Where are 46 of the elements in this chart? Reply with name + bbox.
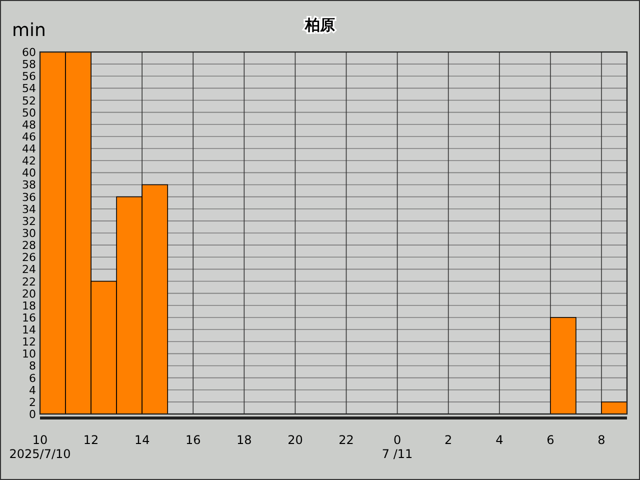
x-tick-label: 22 bbox=[338, 433, 354, 447]
y-axis-title: min bbox=[12, 20, 46, 41]
y-tick-label: 32 bbox=[22, 214, 36, 228]
y-tick-label: 44 bbox=[22, 142, 36, 156]
y-tick-label: 54 bbox=[22, 82, 36, 96]
x-tick-label: 6 bbox=[546, 433, 554, 447]
x-tick-label: 14 bbox=[134, 433, 150, 447]
y-tick-label: 28 bbox=[22, 239, 36, 252]
x-tick-label: 18 bbox=[236, 433, 252, 447]
y-tick-label: 38 bbox=[22, 178, 36, 192]
y-tick-label: 52 bbox=[22, 94, 36, 108]
x-tick-label: 4 bbox=[496, 433, 504, 447]
y-tick-label: 34 bbox=[22, 202, 36, 216]
text: 2025/7/10 bbox=[9, 447, 71, 461]
x-tick-label: 16 bbox=[185, 433, 201, 447]
chart-title: 柏原 bbox=[304, 16, 335, 34]
y-tick-label: 40 bbox=[22, 166, 36, 180]
y-tick-label: 56 bbox=[22, 70, 36, 84]
x-tick-label: 20 bbox=[288, 433, 303, 447]
y-tick-label: 60 bbox=[22, 46, 36, 59]
y-tick-label: 48 bbox=[22, 118, 36, 132]
x-tick-label: 12 bbox=[83, 433, 99, 447]
x-tick-label: 0 bbox=[393, 433, 402, 447]
y-tick-label: 18 bbox=[22, 299, 36, 312]
x-tick-label: 8 bbox=[598, 433, 606, 447]
y-tick-label: 10 bbox=[22, 348, 36, 361]
y-tick-label: 50 bbox=[22, 106, 36, 120]
y-tick-label: 30 bbox=[22, 227, 36, 240]
y-tick-label: 42 bbox=[22, 154, 36, 168]
y-tick-label: 8 bbox=[29, 360, 36, 373]
y-tick-label: 16 bbox=[22, 311, 36, 324]
y-tick-label: 14 bbox=[22, 324, 36, 337]
y-tick-label: 26 bbox=[22, 251, 36, 264]
y-tick-label: 6 bbox=[29, 372, 36, 385]
y-tick-label: 20 bbox=[22, 287, 36, 300]
y-tick-label: 36 bbox=[22, 190, 36, 204]
x-tick-label: 2 bbox=[444, 433, 452, 447]
y-tick-label: 12 bbox=[22, 336, 36, 349]
y-tick-label: 58 bbox=[22, 58, 36, 72]
y-tick-label: 4 bbox=[29, 384, 36, 397]
text: 7 /11 bbox=[382, 447, 413, 461]
y-tick-label: 2 bbox=[29, 396, 36, 409]
y-tick-label: 22 bbox=[22, 275, 36, 288]
y-tick-label: 0 bbox=[29, 408, 36, 421]
y-tick-label: 46 bbox=[22, 130, 36, 144]
y-tick-label: 24 bbox=[22, 263, 36, 276]
